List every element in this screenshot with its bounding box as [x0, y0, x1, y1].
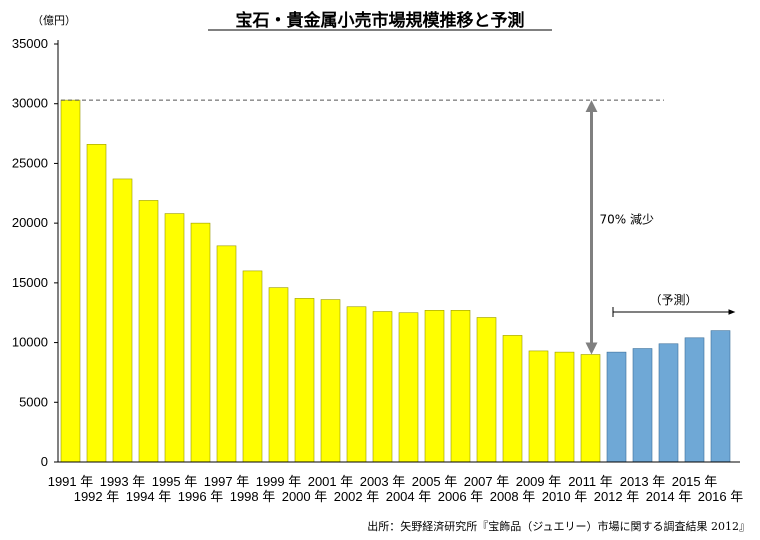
actual-bar [320, 299, 341, 463]
y-tick-label: 5000 [19, 394, 48, 409]
x-tick-label: 1996 年 [178, 489, 224, 504]
actual-bar [294, 298, 315, 463]
forecast-bar [684, 337, 705, 463]
actual-bar [268, 287, 289, 463]
x-tick-label: 2013 年 [620, 474, 666, 489]
x-tick-label: 1998 年 [230, 489, 276, 504]
x-tick-label: 2014 年 [646, 489, 692, 504]
forecast-bar [710, 330, 731, 463]
forecast-bar [632, 348, 653, 463]
x-tick-label: 2006 年 [438, 489, 484, 504]
actual-bar [138, 200, 159, 463]
actual-bar [164, 213, 185, 463]
actual-bar [372, 311, 393, 463]
actual-bar [398, 312, 419, 463]
actual-bar [242, 270, 263, 463]
actual-bar [216, 245, 237, 463]
actual-bar [580, 354, 601, 463]
x-tick-label: 1993 年 [100, 474, 146, 489]
actual-bar [424, 310, 445, 463]
x-tick-label: 2012 年 [594, 489, 640, 504]
actual-bar [528, 350, 549, 463]
actual-bar [554, 351, 575, 463]
actual-bar [502, 335, 523, 463]
actual-bar [112, 178, 133, 463]
x-tick-label: 2007 年 [464, 474, 510, 489]
actual-bar [86, 144, 107, 463]
x-tick-label: 2016 年 [698, 489, 744, 504]
y-tick-label: 35000 [12, 36, 48, 51]
x-tick-label: 2002 年 [334, 489, 380, 504]
y-tick-label: 0 [41, 454, 48, 469]
x-tick-label: 1997 年 [204, 474, 250, 489]
y-tick-label: 25000 [12, 155, 48, 170]
actual-bar [450, 310, 471, 463]
x-tick-label: 2008 年 [490, 489, 536, 504]
y-tick-label: 20000 [12, 215, 48, 230]
forecast-annotation: （予測） [649, 293, 697, 307]
y-axis-unit: （億円） [32, 14, 76, 27]
bars [60, 99, 731, 463]
source-note: 出所：矢野経済研究所『宝飾品（ジュエリー）市場に関する調査結果 2012』 [367, 519, 750, 533]
y-tick-label: 10000 [12, 335, 48, 350]
forecast-bar [606, 351, 627, 463]
x-tick-label: 1991 年 [48, 474, 94, 489]
reduction-annotation: 70% 減少 [600, 211, 655, 226]
actual-bar [476, 317, 497, 463]
x-tick-label: 2010 年 [542, 489, 588, 504]
x-tick-label: 2011 年 [568, 474, 613, 489]
chart-title: 宝石・貴金属小売市場規模推移と予測 [236, 10, 525, 31]
x-tick-label: 2001 年 [308, 474, 354, 489]
x-tick-label: 1995 年 [152, 474, 198, 489]
x-tick-label: 2000 年 [282, 489, 328, 504]
y-tick-label: 30000 [12, 96, 48, 111]
x-tick-label: 2009 年 [516, 474, 562, 489]
x-tick-label: 2004 年 [386, 489, 432, 504]
actual-bar [190, 222, 211, 463]
x-tick-label: 1999 年 [256, 474, 302, 489]
actual-bar [346, 306, 367, 463]
x-tick-label: 2005 年 [412, 474, 458, 489]
x-tick-label: 1992 年 [74, 489, 120, 504]
x-tick-label: 2015 年 [672, 474, 718, 489]
actual-bar [60, 99, 81, 463]
y-tick-labels: 0 5000 10000 15000 20000 25000 30000 35000 [12, 36, 58, 469]
x-tick-label: 1994 年 [126, 489, 172, 504]
forecast-bar [658, 343, 679, 463]
x-tick-label: 2003 年 [360, 474, 406, 489]
y-tick-label: 15000 [12, 275, 48, 290]
